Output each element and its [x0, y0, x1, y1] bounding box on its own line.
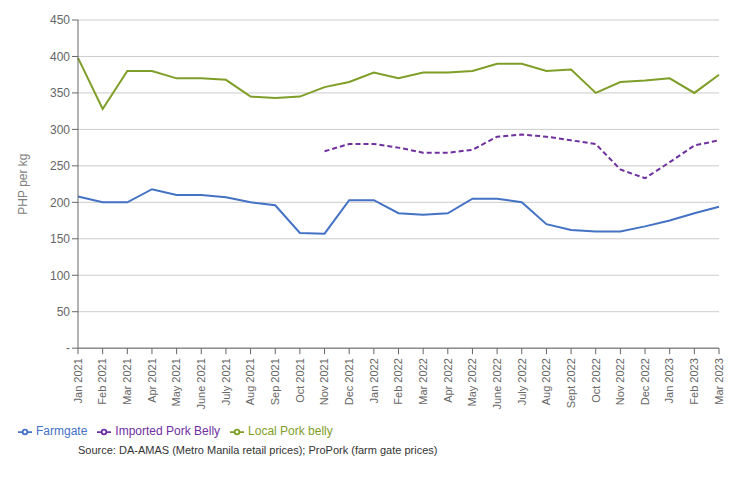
svg-text:100: 100: [50, 269, 70, 283]
svg-text:Mar 2023: Mar 2023: [713, 358, 725, 404]
html-text:Farmgate: Farmgate: [36, 424, 88, 439]
svg-text:June 2021: June 2021: [195, 358, 207, 409]
svg-text:June 2022: June 2022: [491, 358, 503, 409]
svg-text:Aug 2021: Aug 2021: [244, 358, 256, 405]
svg-text:Sept 2022: Sept 2022: [565, 358, 577, 408]
svg-text:Jan 2023: Jan 2023: [664, 358, 676, 403]
svg-text:July 2022: July 2022: [516, 358, 528, 405]
svg-text:Dec 2022: Dec 2022: [639, 358, 651, 405]
svg-text:450: 450: [50, 13, 70, 27]
svg-text:Sep 2021: Sep 2021: [269, 358, 281, 405]
svg-text:May 2021: May 2021: [170, 358, 182, 406]
svg-text:Mar 2022: Mar 2022: [417, 358, 429, 404]
svg-text:PHP per kg: PHP per kg: [16, 154, 30, 215]
svg-text:400: 400: [50, 50, 70, 64]
svg-text:200: 200: [50, 196, 70, 210]
svg-text:Jan 2021: Jan 2021: [72, 358, 84, 403]
svg-text:300: 300: [50, 123, 70, 137]
svg-text:Feb 2022: Feb 2022: [392, 358, 404, 404]
svg-text:July 2021: July 2021: [220, 358, 232, 405]
svg-text:Apr 2021: Apr 2021: [146, 358, 158, 403]
svg-text:50: 50: [57, 305, 71, 319]
svg-text:Jan 2022: Jan 2022: [368, 358, 380, 403]
svg-text:Feb 2021: Feb 2021: [96, 358, 108, 404]
svg-text:Oct 2021: Oct 2021: [294, 358, 306, 403]
html-text:Imported Pork Belly: Imported Pork Belly: [115, 424, 221, 439]
svg-text:-: -: [66, 341, 70, 355]
svg-text:Nov 2021: Nov 2021: [318, 358, 330, 405]
html-text:Local Pork belly: Local Pork belly: [248, 424, 333, 439]
svg-text:Mar 2021: Mar 2021: [121, 358, 133, 404]
svg-text:Oct 2022: Oct 2022: [590, 358, 602, 403]
svg-text:350: 350: [50, 86, 70, 100]
svg-text:250: 250: [50, 159, 70, 173]
svg-text:May 2022: May 2022: [466, 358, 478, 406]
html-text:Source: DA-AMAS (Metro Manila: Source: DA-AMAS (Metro Manila retail pri…: [78, 444, 438, 456]
svg-text:Feb 2023: Feb 2023: [688, 358, 700, 404]
svg-text:150: 150: [50, 232, 70, 246]
svg-text:Aug 2022: Aug 2022: [540, 358, 552, 405]
svg-text:Apr 2022: Apr 2022: [442, 358, 454, 403]
svg-text:Nov 2022: Nov 2022: [614, 358, 626, 405]
svg-text:Dec 2021: Dec 2021: [343, 358, 355, 405]
